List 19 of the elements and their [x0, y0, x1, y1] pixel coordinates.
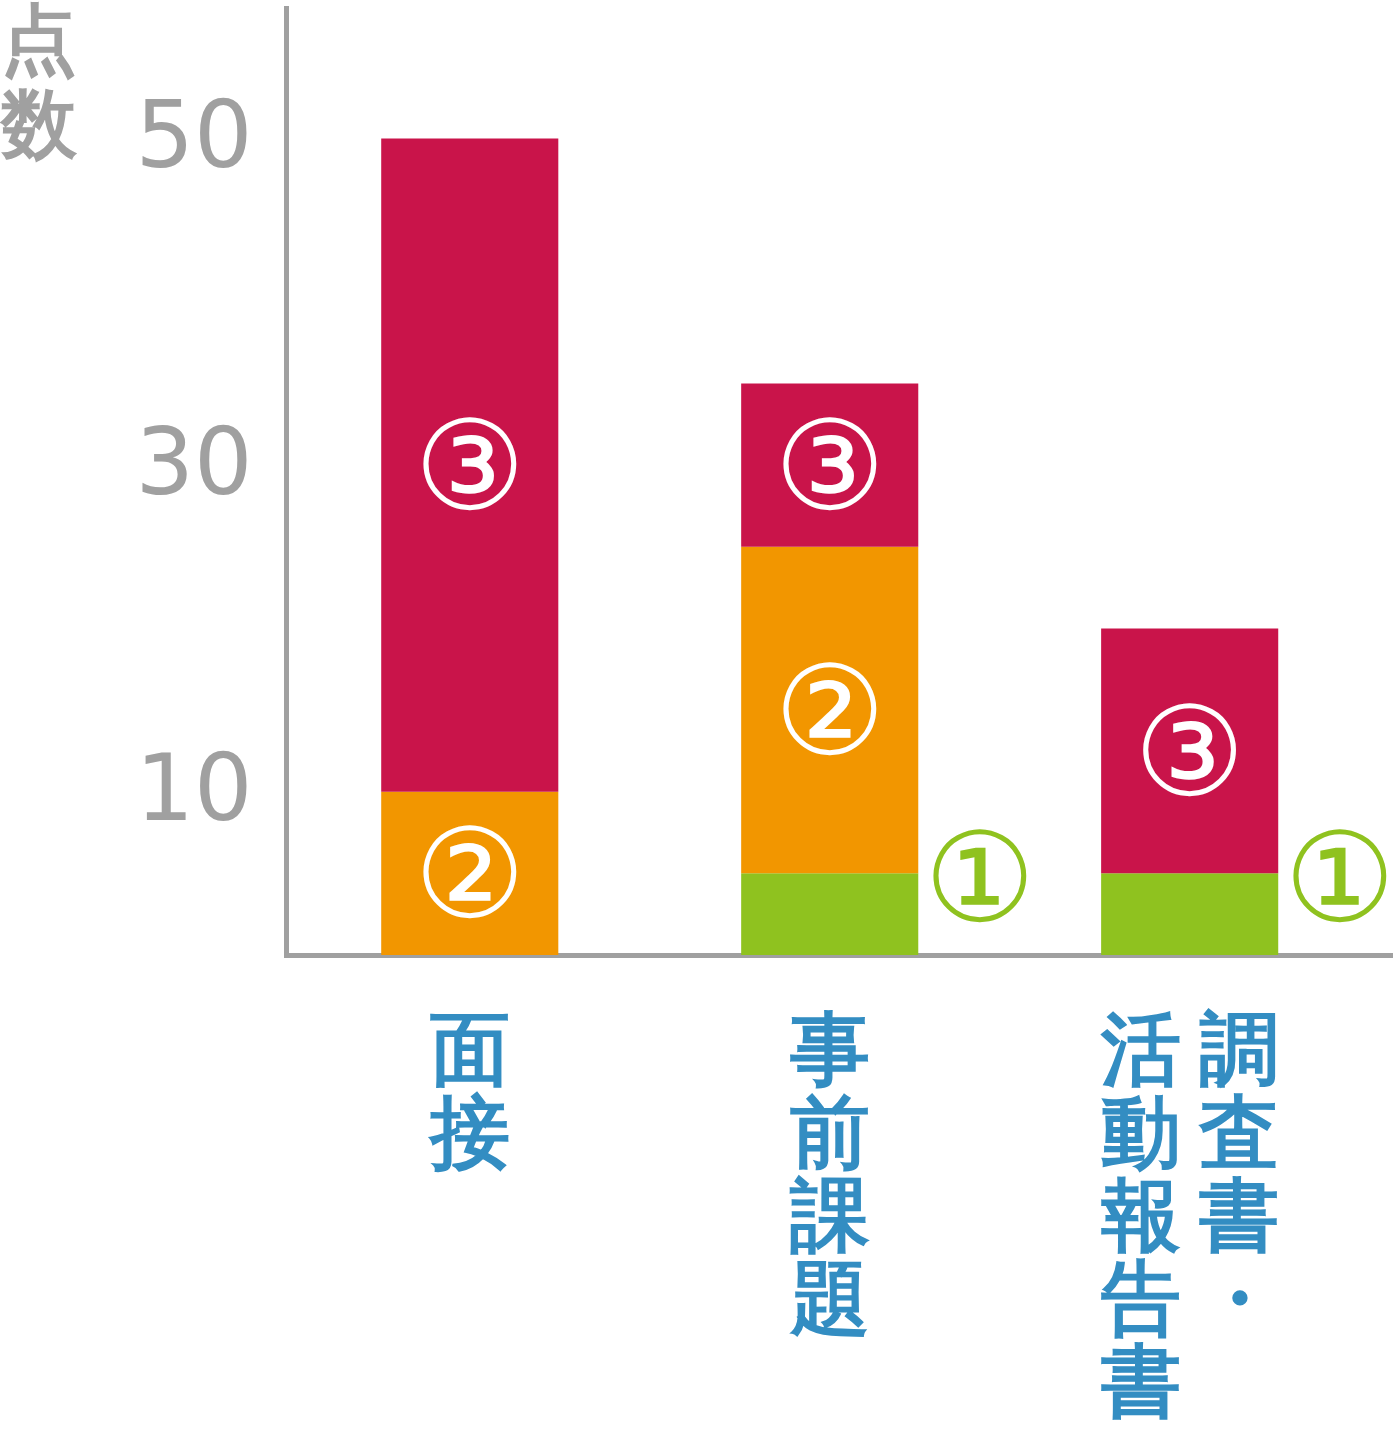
y-tick-label: 10 — [135, 735, 253, 843]
bar — [381, 791, 559, 955]
y-tick-label: 30 — [135, 408, 253, 516]
category-label: 調査書・活動報告書 — [1100, 1003, 1279, 1428]
series-label: ① — [924, 806, 1036, 951]
text: ③ — [1134, 679, 1246, 824]
bar — [741, 873, 919, 955]
bar — [1101, 628, 1279, 874]
text: ② — [774, 639, 886, 784]
bar — [741, 546, 919, 874]
text: ① — [1284, 806, 1396, 951]
y-tick-label: 50 — [135, 82, 253, 190]
x-tick-label: 事前課題 — [789, 1003, 870, 1345]
x-tick-label: 面接 — [429, 1003, 510, 1179]
series-label: ② — [414, 802, 526, 947]
series-label: ③ — [774, 394, 886, 539]
bar — [1101, 873, 1279, 955]
bar — [381, 138, 559, 792]
text: ③ — [414, 394, 526, 539]
